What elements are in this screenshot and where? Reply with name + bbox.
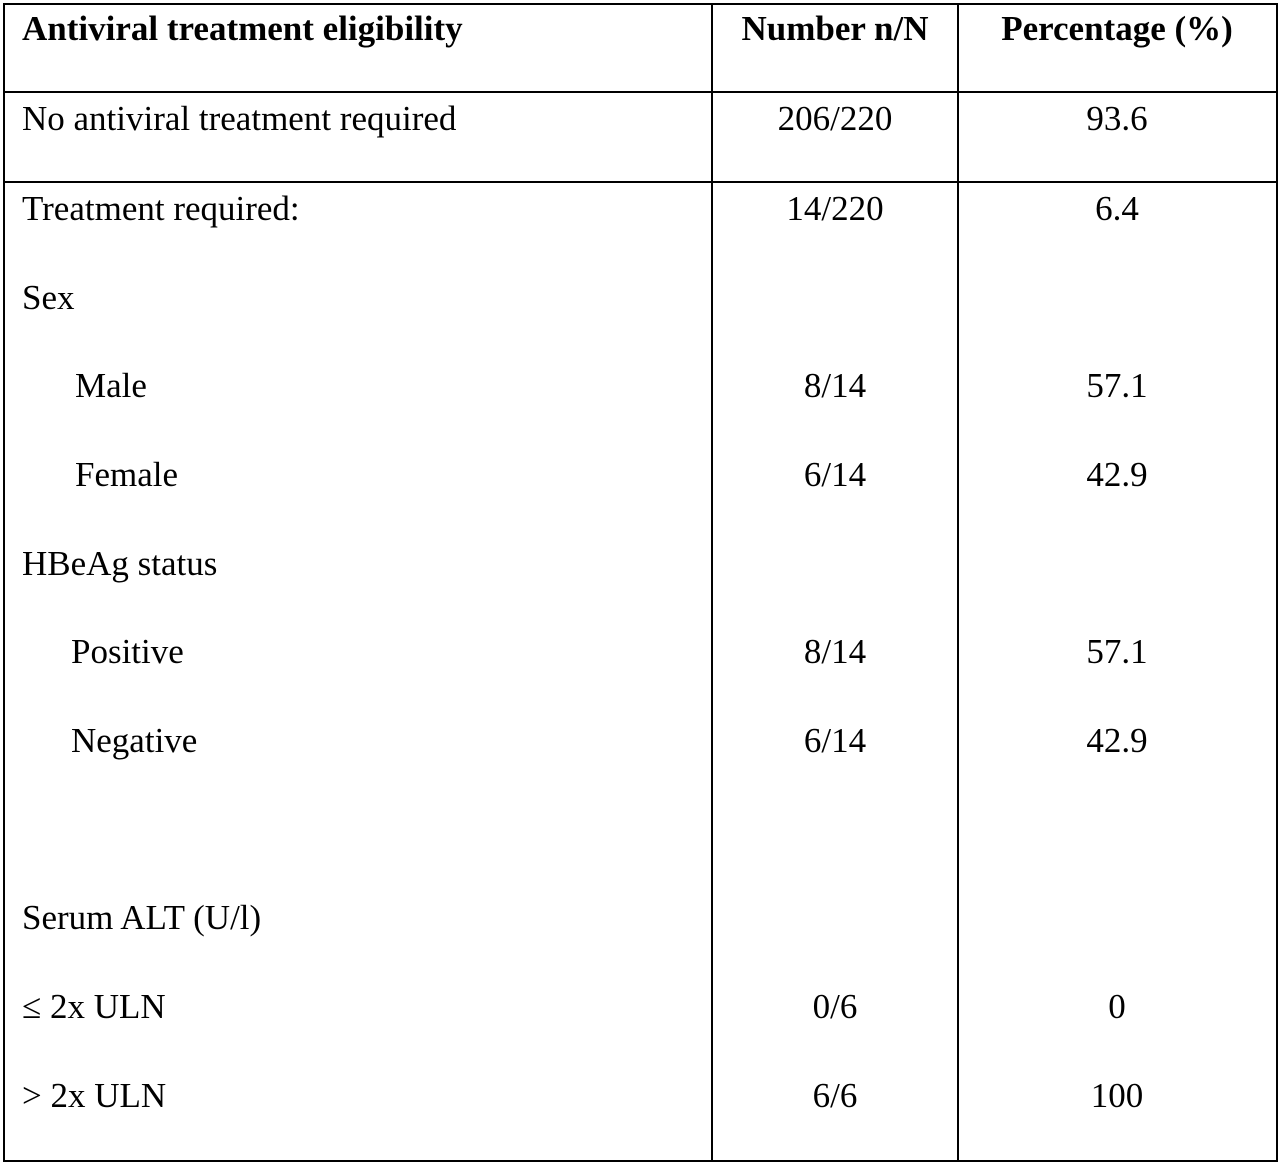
row-number: 206/220	[777, 99, 893, 138]
row-label: Negative	[71, 721, 198, 760]
row-label: Sex	[22, 278, 75, 317]
column-divider-1	[711, 3, 713, 1162]
row-number: 8/14	[803, 366, 867, 405]
table-border-left	[3, 3, 5, 1162]
row-label: ≤ 2x ULN	[22, 987, 166, 1026]
table-border-top	[3, 3, 1278, 5]
row-number: 6/14	[803, 721, 867, 760]
row-label: Male	[75, 366, 147, 405]
table-border-bottom	[3, 1160, 1278, 1162]
row-label: Serum ALT (U/l)	[22, 898, 262, 937]
row-percentage: 57.1	[1086, 632, 1148, 671]
row-number: 0/6	[812, 987, 858, 1026]
row-percentage: 42.9	[1086, 721, 1148, 760]
row-percentage: 100	[1090, 1076, 1144, 1115]
row-label: No antiviral treatment required	[22, 99, 457, 138]
row-label: > 2x ULN	[22, 1076, 167, 1115]
row-percentage: 6.4	[1095, 189, 1139, 228]
row-divider	[3, 181, 1278, 183]
header-number: Number n/N	[741, 9, 929, 48]
table-border-right	[1276, 3, 1278, 1162]
row-number: 8/14	[803, 632, 867, 671]
row-percentage: 0	[1108, 987, 1126, 1026]
column-divider-2	[957, 3, 959, 1162]
row-label: Positive	[71, 632, 184, 671]
row-percentage: 42.9	[1086, 455, 1148, 494]
row-label: HBeAg status	[22, 544, 218, 583]
row-percentage: 57.1	[1086, 366, 1148, 405]
row-label: Female	[75, 455, 179, 494]
row-percentage: 93.6	[1086, 99, 1148, 138]
header-divider	[3, 91, 1278, 93]
header-eligibility: Antiviral treatment eligibility	[22, 9, 463, 48]
row-number: 6/6	[812, 1076, 858, 1115]
row-number: 14/220	[786, 189, 884, 228]
row-number: 6/14	[803, 455, 867, 494]
header-percentage: Percentage (%)	[1001, 9, 1233, 48]
row-label: Treatment required:	[22, 189, 300, 228]
